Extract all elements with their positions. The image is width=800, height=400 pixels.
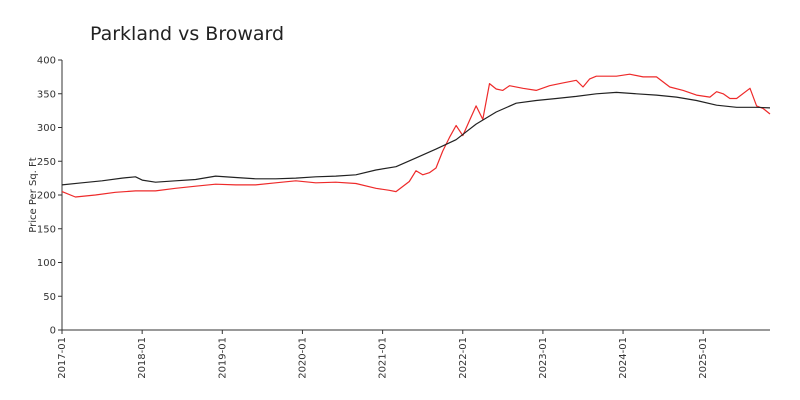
black-series-line: [61, 91, 771, 186]
y-tick-label: 0: [50, 326, 56, 337]
chart-title: Parkland vs Broward: [90, 23, 284, 45]
x-tick-label: 2019-01: [217, 337, 228, 379]
x-tick-label: 2021-01: [378, 337, 389, 379]
y-axis-ticks: 0 50 100 150 200 250 300 350 400: [37, 56, 62, 337]
y-tick-label: 150: [37, 224, 56, 235]
x-tick-label: 2017-01: [57, 337, 68, 379]
x-tick-label: 2020-01: [297, 337, 308, 379]
y-tick-label: 50: [43, 292, 56, 303]
y-tick-label: 200: [37, 191, 56, 202]
x-tick-label: 2018-01: [137, 337, 148, 379]
y-tick-label: 400: [37, 56, 56, 67]
x-tick-label: 2023-01: [538, 337, 549, 379]
y-tick-label: 100: [37, 258, 56, 269]
series-lines: [61, 73, 771, 198]
x-axis-ticks: 2017-01 2018-01 2019-01 2020-01 2021-01 2022-…: [57, 330, 709, 379]
y-axis-label: Price Per Sq. Ft: [28, 157, 39, 232]
y-tick-label: 250: [37, 157, 56, 168]
y-tick-label: 350: [37, 89, 56, 100]
x-tick-label: 2024-01: [618, 337, 629, 379]
x-tick-label: 2025-01: [698, 337, 709, 379]
x-tick-label: 2022-01: [458, 337, 469, 379]
y-tick-label: 300: [37, 123, 56, 134]
red-series-line: [61, 73, 771, 198]
